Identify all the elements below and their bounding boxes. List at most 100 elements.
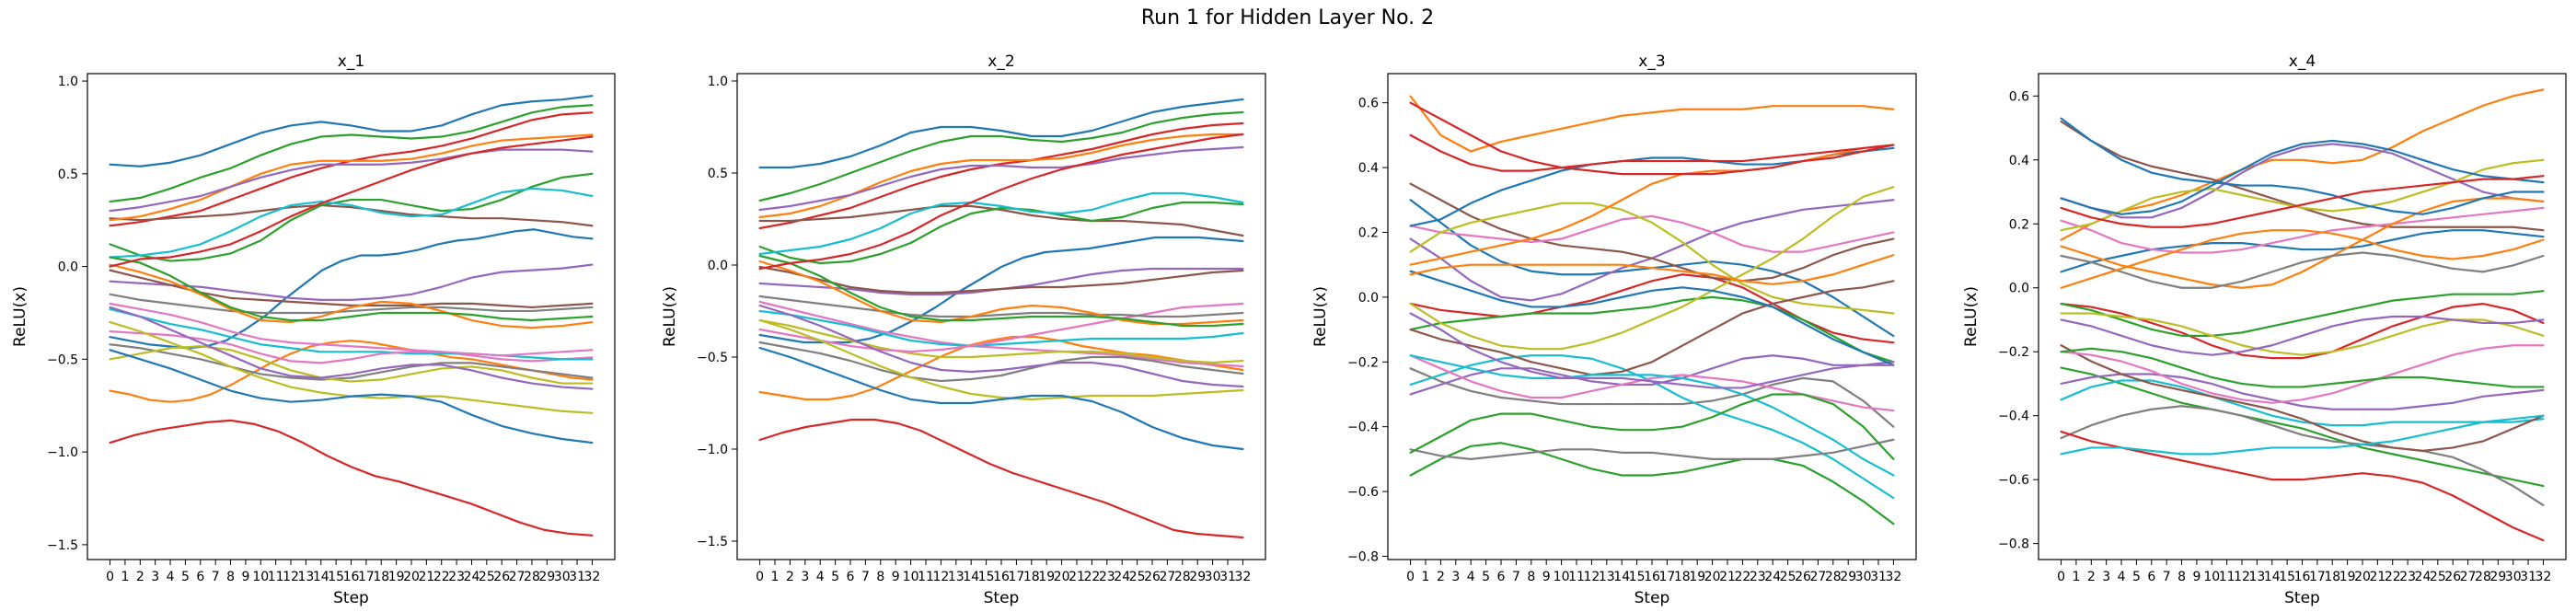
- series-line: [2060, 344, 2545, 404]
- y-tick-label: −0.4: [1347, 421, 1379, 435]
- subplot-title: x_2: [988, 52, 1014, 71]
- series-line: [758, 346, 1244, 451]
- x-tick-label: 18: [373, 570, 389, 584]
- x-tick-label: 22: [2385, 570, 2401, 584]
- x-tick-label: 18: [2324, 570, 2340, 584]
- x-tick-label: 1: [2072, 570, 2080, 584]
- series-line: [758, 318, 1244, 401]
- y-tick-label: 1.0: [708, 75, 728, 89]
- x-tick-label: 24: [2415, 570, 2432, 584]
- series-line: [2060, 414, 2545, 456]
- series-line: [758, 309, 1244, 348]
- x-tick-label: 24: [1764, 570, 1781, 584]
- y-tick-label: −1.5: [47, 538, 78, 553]
- series-line: [109, 306, 594, 390]
- y-axis-label: ReLU(x): [1311, 286, 1330, 347]
- series-line: [2060, 206, 2545, 254]
- x-tick-label: 17: [1658, 570, 1675, 584]
- x-axis-label: Step: [1635, 589, 1670, 607]
- series-line: [109, 345, 594, 385]
- x-tick-label: 14: [963, 570, 979, 584]
- series-line: [2060, 347, 2545, 388]
- series-line: [2060, 312, 2545, 356]
- x-tick-label: 24: [1114, 570, 1130, 584]
- series-line: [1409, 254, 1895, 285]
- x-tick-label: 31: [1219, 570, 1236, 584]
- series-line: [758, 133, 1244, 219]
- x-tick-label: 25: [1129, 570, 1146, 584]
- x-tick-label: 23: [1750, 570, 1766, 584]
- x-tick-label: 28: [1174, 570, 1191, 584]
- y-tick-label: 0.2: [1358, 225, 1379, 240]
- x-tick-label: 23: [1099, 570, 1115, 584]
- subplot-title: x_3: [1638, 52, 1665, 71]
- x-tick-label: 5: [2132, 570, 2141, 584]
- series-line: [1409, 393, 1895, 460]
- series-line: [2060, 405, 2545, 507]
- x-tick-label: 15: [1629, 570, 1646, 584]
- x-tick-label: 16: [993, 570, 1010, 584]
- series-line: [2060, 430, 2545, 542]
- series-line: [2060, 117, 2545, 215]
- series-line: [109, 302, 594, 363]
- subplot-3: 0 1 2 3 4 5 6 7 8 9 101112131415161718192021222324…: [1311, 52, 1917, 607]
- x-tick-label: 29: [1189, 570, 1206, 584]
- series-line: [758, 145, 1244, 212]
- series-line: [1409, 182, 1895, 283]
- y-axis-label: ReLU(x): [11, 286, 29, 347]
- series-line: [758, 98, 1244, 169]
- x-tick-label: 28: [2475, 570, 2491, 584]
- x-tick-label: 13: [297, 570, 314, 584]
- x-tick-label: 22: [433, 570, 450, 584]
- series-line: [2060, 158, 2545, 232]
- x-tick-label: 1: [1422, 570, 1430, 584]
- y-tick-label: 0.0: [1358, 291, 1379, 306]
- subplot-title: x_4: [2289, 52, 2316, 71]
- x-tick-label: 20: [1054, 570, 1070, 584]
- series-line: [1409, 312, 1895, 389]
- x-tick-label: 2: [1437, 570, 1445, 584]
- x-tick-label: 27: [1159, 570, 1175, 584]
- x-tick-label: 3: [1451, 570, 1460, 584]
- x-tick-label: 29: [1840, 570, 1856, 584]
- series-line: [758, 236, 1244, 344]
- x-tick-label: 10: [252, 570, 269, 584]
- series-line: [1409, 367, 1895, 428]
- x-tick-label: 32: [584, 570, 601, 584]
- x-tick-label: 31: [1870, 570, 1887, 584]
- series-line: [109, 263, 594, 329]
- y-tick-label: −0.6: [1347, 485, 1379, 500]
- subplot-title: x_1: [338, 52, 364, 71]
- x-tick-label: 9: [241, 570, 249, 584]
- x-tick-label: 19: [1038, 570, 1055, 584]
- x-tick-label: 6: [196, 570, 204, 584]
- x-tick-label: 26: [493, 570, 510, 584]
- x-tick-label: 12: [1583, 570, 1600, 584]
- series-line: [109, 293, 594, 315]
- series-line: [2060, 229, 2545, 273]
- y-tick-label: 0.0: [58, 260, 78, 275]
- series-line: [1409, 280, 1895, 376]
- x-tick-label: 17: [358, 570, 375, 584]
- x-tick-label: 10: [2203, 570, 2220, 584]
- series-line: [1409, 270, 1895, 366]
- x-tick-label: 8: [1527, 570, 1535, 584]
- series-line: [2060, 290, 2545, 337]
- x-axis-label: Step: [333, 589, 369, 607]
- x-tick-label: 6: [1497, 570, 1506, 584]
- x-tick-label: 19: [1689, 570, 1705, 584]
- x-tick-label: 8: [2177, 570, 2186, 584]
- y-axis-label: ReLU(x): [1962, 286, 1981, 347]
- x-tick-label: 26: [1144, 570, 1161, 584]
- x-tick-label: 31: [2520, 570, 2536, 584]
- series-line: [1409, 101, 1895, 176]
- x-tick-label: 5: [181, 570, 190, 584]
- series-line: [758, 121, 1244, 230]
- x-tick-label: 20: [403, 570, 420, 584]
- series-line: [758, 418, 1244, 539]
- x-tick-label: 4: [1467, 570, 1475, 584]
- series-line: [1409, 214, 1895, 253]
- y-tick-label: −0.5: [47, 352, 78, 367]
- x-tick-label: 3: [151, 570, 159, 584]
